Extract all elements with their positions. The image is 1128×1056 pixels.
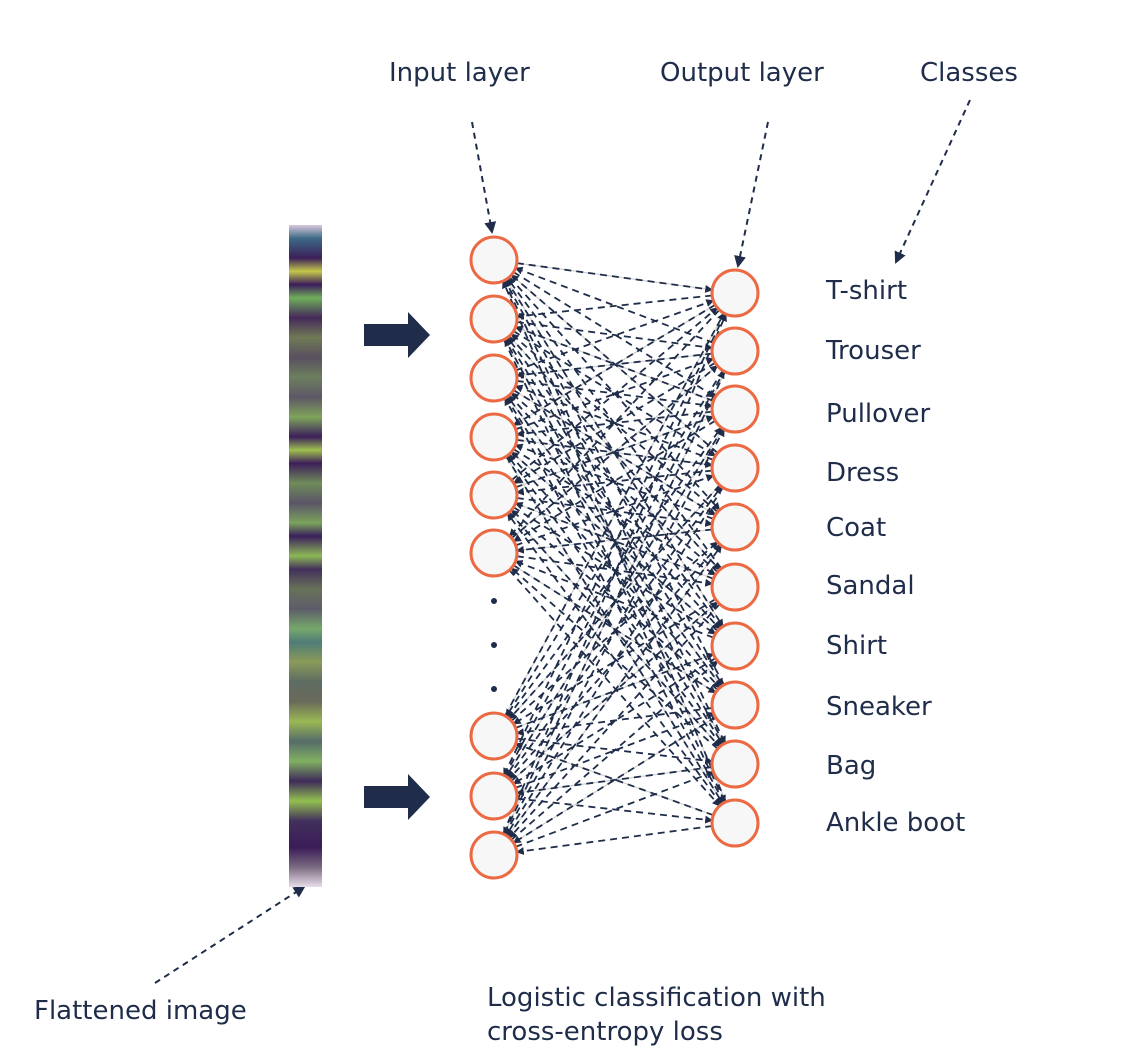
flattened-image-pointer — [154, 885, 306, 984]
output-node — [710, 443, 760, 493]
input-node — [469, 470, 519, 520]
weight-connection — [515, 469, 713, 496]
weight-connection — [513, 506, 717, 635]
weight-connection — [510, 392, 719, 573]
weight-connection — [508, 394, 721, 630]
weight-connection — [511, 307, 719, 481]
input-node — [469, 771, 519, 821]
weight-connection — [508, 309, 721, 537]
output-node — [710, 384, 760, 434]
weight-connection — [512, 362, 716, 484]
weight-connection — [515, 528, 713, 554]
right-arrow-icon — [364, 774, 430, 820]
ellipsis-dot — [491, 598, 497, 604]
classes-pointer — [894, 99, 971, 264]
flattened-image-label: Flattened image — [34, 996, 247, 1026]
weight-connection — [515, 410, 713, 438]
weight-connection — [513, 271, 717, 398]
weight-connection — [510, 509, 719, 691]
weight-connection — [512, 304, 716, 426]
weight-connection — [508, 603, 721, 839]
weight-connection — [515, 474, 715, 547]
input-layer-pointer — [471, 121, 497, 234]
weight-connection — [516, 262, 714, 293]
output-node — [710, 739, 760, 789]
input-node — [469, 528, 519, 578]
class-label: Bag — [826, 751, 877, 781]
weight-connection — [503, 313, 726, 777]
weight-connection — [515, 299, 715, 372]
weight-connection — [516, 555, 714, 587]
weight-connection — [503, 371, 726, 836]
input-node — [469, 353, 519, 403]
weight-connection — [515, 352, 713, 379]
output-layer-pointer — [734, 121, 769, 268]
weight-connection — [515, 357, 715, 431]
caption-line-2: cross-entropy loss — [487, 1017, 723, 1047]
input-node — [469, 294, 519, 344]
output-node — [710, 680, 760, 730]
caption-line-1: Logistic classification with — [487, 983, 826, 1013]
weight-connection — [512, 716, 716, 844]
weight-connection — [515, 766, 713, 797]
output-node — [710, 621, 760, 671]
class-label: T-shirt — [826, 276, 908, 306]
weight-connection — [515, 415, 715, 489]
output-node — [710, 268, 760, 318]
weight-connection — [508, 511, 721, 748]
class-label: Sandal — [826, 571, 915, 601]
weight-connection — [502, 313, 727, 835]
right-arrow-icon — [364, 312, 430, 358]
output-node — [710, 798, 760, 848]
weight-connection — [508, 569, 721, 807]
ellipsis-dot — [491, 642, 497, 648]
weight-connection — [511, 365, 719, 539]
weight-connection — [516, 497, 714, 528]
weight-connection — [510, 567, 719, 750]
ellipsis-dot — [491, 686, 497, 692]
weight-connection — [516, 797, 714, 824]
input-node — [469, 711, 519, 761]
input-node — [469, 235, 519, 285]
class-label: Coat — [826, 513, 887, 543]
weight-connection — [516, 321, 714, 352]
class-label: Trouser — [826, 336, 921, 366]
classes-label: Classes — [920, 58, 1018, 88]
output-node — [710, 562, 760, 612]
weight-connection — [515, 825, 713, 856]
class-label: Dress — [826, 458, 900, 488]
weight-connection — [510, 660, 719, 841]
weight-connection — [512, 564, 717, 694]
output-node — [710, 326, 760, 376]
class-label: Shirt — [826, 631, 888, 661]
weight-connection — [504, 428, 725, 836]
weight-connection — [512, 598, 716, 725]
output-node — [710, 502, 760, 552]
weight-connection — [502, 280, 727, 803]
class-label: Sneaker — [826, 692, 932, 722]
input-layer-label: Input layer — [389, 58, 530, 88]
input-node — [469, 412, 519, 462]
weight-connection — [512, 420, 716, 542]
weight-connection — [510, 451, 719, 632]
weight-connection — [515, 294, 713, 320]
weight-connection — [504, 370, 725, 777]
class-label: Pullover — [826, 399, 931, 429]
input-node — [469, 830, 519, 880]
weight-connection — [506, 544, 723, 837]
weight-connection — [504, 312, 725, 717]
weight-connection — [505, 487, 724, 837]
output-layer-label: Output layer — [660, 58, 824, 88]
weight-connection — [512, 657, 716, 785]
flattened-image-strip — [289, 225, 322, 887]
class-label: Ankle boot — [826, 808, 966, 838]
